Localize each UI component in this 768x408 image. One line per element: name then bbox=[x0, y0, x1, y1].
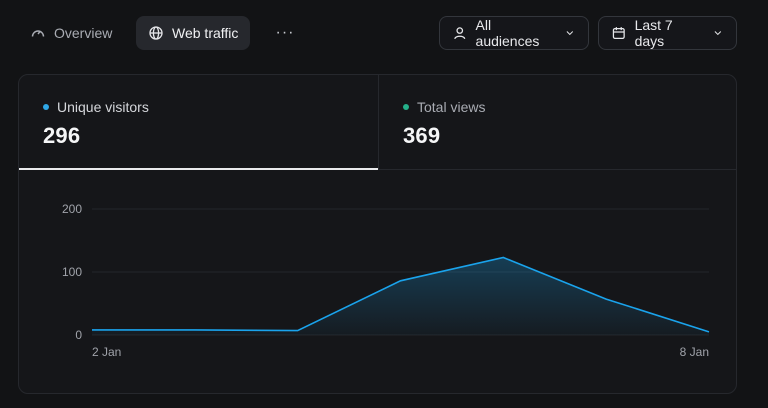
audience-label: All audiences bbox=[475, 17, 540, 49]
series-line bbox=[92, 256, 710, 333]
user-icon bbox=[454, 27, 466, 40]
date-range-label: Last 7 days bbox=[634, 17, 673, 49]
active-metric-indicator bbox=[19, 168, 378, 170]
metric-total-views[interactable]: Total views 369 bbox=[378, 75, 736, 170]
x-tick-label: 2 Jan bbox=[92, 345, 121, 359]
metric-label-row: Unique visitors bbox=[43, 99, 354, 115]
metric-label-row: Total views bbox=[403, 99, 714, 115]
calendar-icon bbox=[612, 27, 625, 39]
traffic-card: Unique visitors 296 Total views 369 0 100… bbox=[18, 74, 737, 394]
more-icon: ··· bbox=[275, 24, 295, 41]
gauge-icon bbox=[31, 30, 45, 37]
series-dot bbox=[403, 104, 409, 110]
globe-icon bbox=[149, 26, 163, 40]
metric-label: Unique visitors bbox=[57, 99, 149, 115]
series-area bbox=[92, 257, 709, 335]
audience-dropdown[interactable]: All audiences bbox=[439, 16, 589, 50]
chevron-down-icon bbox=[714, 31, 722, 36]
top-bar: Overview Web traffic ··· All audiences L… bbox=[0, 0, 768, 66]
metric-unique-visitors[interactable]: Unique visitors 296 bbox=[19, 75, 378, 170]
tab-label: Overview bbox=[54, 25, 113, 41]
x-tick-label: 8 Jan bbox=[680, 345, 709, 359]
y-tick-label: 0 bbox=[75, 328, 82, 342]
tab-web-traffic[interactable]: Web traffic bbox=[136, 16, 251, 50]
more-options-button[interactable]: ··· bbox=[270, 16, 300, 50]
metrics-row: Unique visitors 296 Total views 369 bbox=[19, 75, 736, 170]
chevron-down-icon bbox=[566, 31, 574, 36]
y-tick-label: 200 bbox=[62, 202, 82, 216]
tab-overview[interactable]: Overview bbox=[18, 16, 124, 50]
metric-value: 296 bbox=[43, 123, 81, 148]
y-tick-label: 100 bbox=[62, 265, 82, 279]
metric-label: Total views bbox=[417, 99, 486, 115]
series-dot bbox=[43, 104, 49, 110]
metric-value: 369 bbox=[403, 123, 441, 148]
visitors-chart: 0 100 200 2 Jan 8 Jan bbox=[62, 202, 710, 359]
date-range-dropdown[interactable]: Last 7 days bbox=[598, 16, 737, 50]
tab-label: Web traffic bbox=[172, 25, 239, 41]
